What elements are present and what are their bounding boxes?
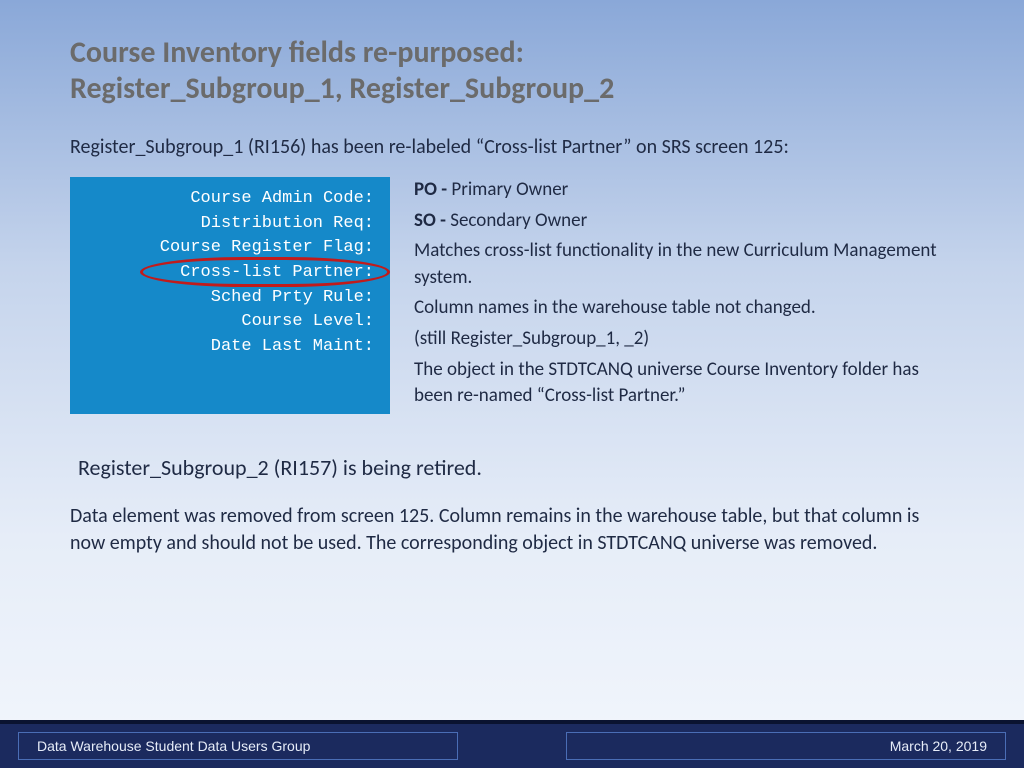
detail-p4: The object in the STDTCANQ universe Cour… [414,357,954,410]
srs-line-highlighted: Cross-list Partner: [76,261,374,286]
so-label: SO - [414,209,450,232]
title-line-2: Register_Subgroup_1, Register_Subgroup_2 [70,70,614,107]
intro-text: Register_Subgroup_1 (RI156) has been re-… [70,135,954,159]
footer-right: March 20, 2019 [566,732,1006,760]
footer-left: Data Warehouse Student Data Users Group [18,732,458,760]
po-label: PO - [414,178,451,201]
slide-title: Course Inventory fields re-purposed: Reg… [70,35,954,107]
detail-p2: Column names in the warehouse table not … [414,295,954,322]
po-line: PO - Primary Owner [414,177,954,204]
content-area: Course Inventory fields re-purposed: Reg… [0,0,1024,557]
srs-line: Course Admin Code: [76,187,374,212]
srs-screenshot: Course Admin Code: Distribution Req: Cou… [70,177,390,414]
srs-line: Sched Prty Rule: [76,286,374,311]
srs-line: Date Last Maint: [76,335,374,360]
so-text: Secondary Owner [450,209,587,232]
footer-bar: Data Warehouse Student Data Users Group … [0,720,1024,768]
two-column-row: Course Admin Code: Distribution Req: Cou… [70,177,954,414]
po-text: Primary Owner [451,178,568,201]
srs-line: Distribution Req: [76,212,374,237]
section2-body: Data element was removed from screen 125… [70,503,954,557]
detail-p3: (still Register_Subgroup_1, _2) [414,326,954,353]
slide: Course Inventory fields re-purposed: Reg… [0,0,1024,768]
section2-heading: Register_Subgroup_2 (RI157) is being ret… [78,454,954,481]
title-line-1: Course Inventory fields re-purposed: [70,34,524,71]
detail-p1: Matches cross-list functionality in the … [414,238,954,291]
details-column: PO - Primary Owner SO - Secondary Owner … [414,177,954,414]
srs-line: Course Level: [76,310,374,335]
so-line: SO - Secondary Owner [414,208,954,235]
srs-line: Course Register Flag: [76,236,374,261]
